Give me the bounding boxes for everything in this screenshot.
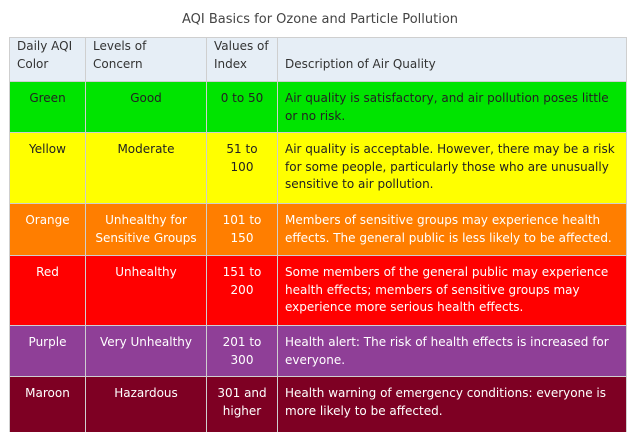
cell-color: Orange xyxy=(9,203,86,256)
table-row-purple: Purple Very Unhealthy 201 to 300 Health … xyxy=(9,325,627,377)
cell-concern: Unhealthy for Sensitive Groups xyxy=(85,203,207,256)
table-header-row: Daily AQI Color Levels of Concern Values… xyxy=(9,37,627,82)
header-description: Description of Air Quality xyxy=(277,37,627,82)
cell-concern: Hazardous xyxy=(85,376,207,432)
cell-values: 201 to 300 xyxy=(206,325,278,377)
cell-color: Red xyxy=(9,255,86,326)
cell-description: Air quality is acceptable. However, ther… xyxy=(277,132,627,204)
cell-values: 51 to 100 xyxy=(206,132,278,204)
header-levels-of-concern: Levels of Concern xyxy=(85,37,207,82)
cell-values: 301 and higher xyxy=(206,376,278,432)
cell-color: Yellow xyxy=(9,132,86,204)
cell-concern: Very Unhealthy xyxy=(85,325,207,377)
cell-color: Maroon xyxy=(9,376,86,432)
table-caption: AQI Basics for Ozone and Particle Pollut… xyxy=(181,12,459,27)
header-daily-aqi-color: Daily AQI Color xyxy=(9,37,86,82)
cell-values: 151 to 200 xyxy=(206,255,278,326)
cell-description: Health warning of emergency conditions: … xyxy=(277,376,627,432)
aqi-table: Daily AQI Color Levels of Concern Values… xyxy=(9,37,627,432)
cell-description: Health alert: The risk of health effects… xyxy=(277,325,627,377)
cell-description: Air quality is satisfactory, and air pol… xyxy=(277,81,627,133)
cell-concern: Good xyxy=(85,81,207,133)
header-values-of-index: Values of Index xyxy=(206,37,278,82)
cell-color: Purple xyxy=(9,325,86,377)
table-row-yellow: Yellow Moderate 51 to 100 Air quality is… xyxy=(9,132,627,204)
cell-description: Members of sensitive groups may experien… xyxy=(277,203,627,256)
table-row-orange: Orange Unhealthy for Sensitive Groups 10… xyxy=(9,203,627,256)
cell-values: 0 to 50 xyxy=(206,81,278,133)
table-row-green: Green Good 0 to 50 Air quality is satisf… xyxy=(9,81,627,133)
table-row-maroon: Maroon Hazardous 301 and higher Health w… xyxy=(9,376,627,432)
cell-description: Some members of the general public may e… xyxy=(277,255,627,326)
cell-color: Green xyxy=(9,81,86,133)
table-row-red: Red Unhealthy 151 to 200 Some members of… xyxy=(9,255,627,326)
cell-concern: Unhealthy xyxy=(85,255,207,326)
cell-concern: Moderate xyxy=(85,132,207,204)
cell-values: 101 to 150 xyxy=(206,203,278,256)
